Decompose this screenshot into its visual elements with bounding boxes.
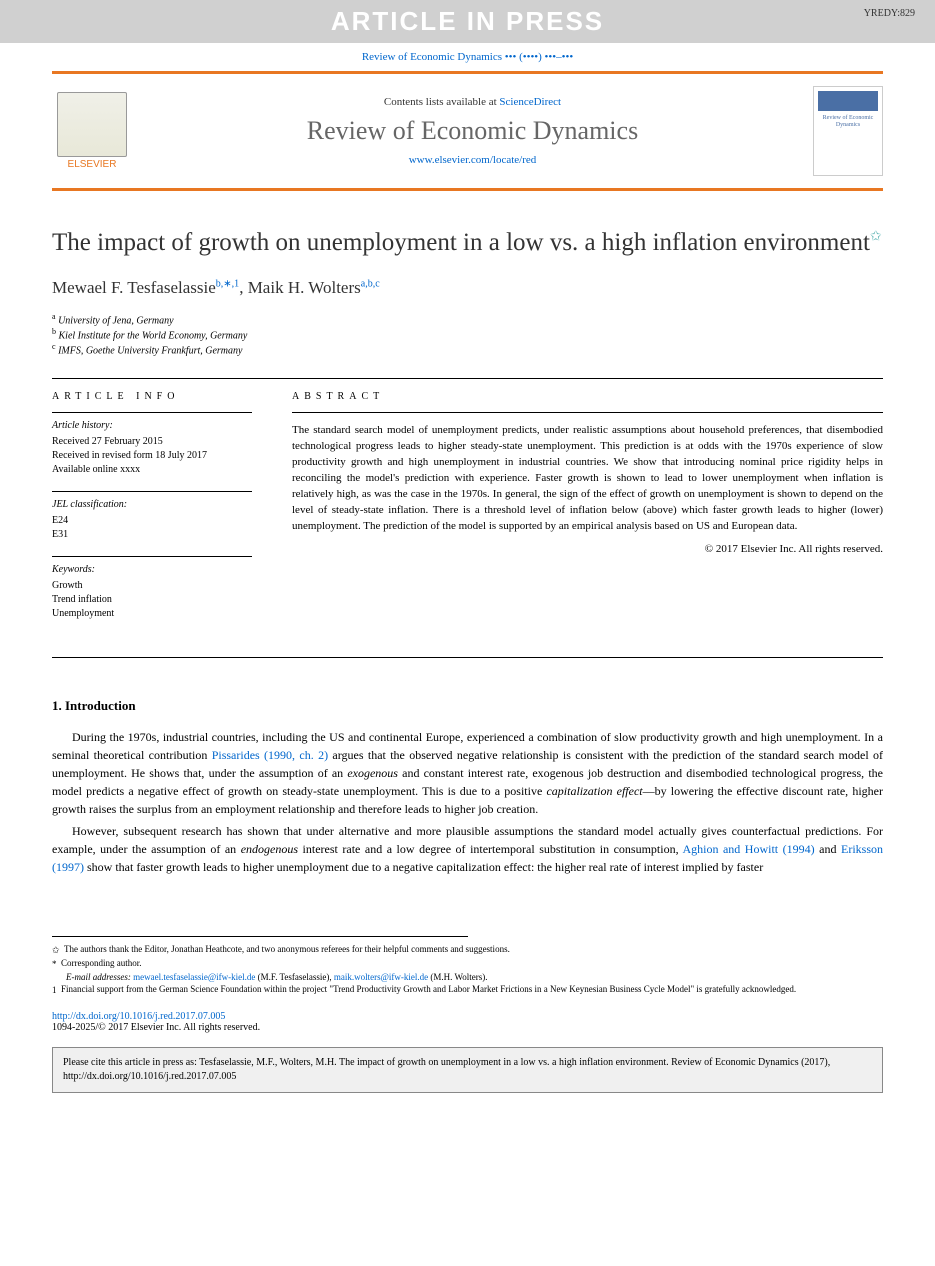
elsevier-tree-icon xyxy=(57,92,127,157)
elsevier-logo: ELSEVIER xyxy=(52,86,132,176)
footnotes-rule xyxy=(52,936,468,943)
authors-line: Mewael F. Tesfaselassieb,∗,1, Maik H. Wo… xyxy=(52,278,883,298)
journal-reference: Review of Economic Dynamics ••• (••••) •… xyxy=(0,43,935,71)
intro-para-2: However, subsequent research has shown t… xyxy=(52,822,883,876)
introduction-section: 1. Introduction During the 1970s, indust… xyxy=(52,698,883,876)
journal-name: Review of Economic Dynamics xyxy=(132,116,813,146)
author-1: Mewael F. Tesfaselassie xyxy=(52,278,216,297)
title-footnote-star: ✩ xyxy=(870,230,882,245)
divider-bottom xyxy=(52,657,883,658)
contents-header: ELSEVIER Contents lists available at Sci… xyxy=(52,74,883,188)
contents-center: Contents lists available at ScienceDirec… xyxy=(132,96,813,166)
affiliations: a University of Jena, Germany b Kiel Ins… xyxy=(52,312,883,357)
email-2-link[interactable]: maik.wolters@ifw-kiel.de xyxy=(334,972,428,982)
abstract-copyright: © 2017 Elsevier Inc. All rights reserved… xyxy=(292,543,883,555)
doi-section: http://dx.doi.org/10.1016/j.red.2017.07.… xyxy=(52,1011,883,1033)
article-info-column: article info Article history: Received 2… xyxy=(52,391,252,635)
intro-para-1: During the 1970s, industrial countries, … xyxy=(52,728,883,818)
sciencedirect-link[interactable]: ScienceDirect xyxy=(499,96,561,108)
author-1-affil: b,∗,1 xyxy=(216,278,239,289)
author-2-affil: a,b,c xyxy=(361,278,380,289)
keywords-block: Keywords: Growth Trend inflation Unemplo… xyxy=(52,556,252,621)
abstract-text: The standard search model of unemploymen… xyxy=(292,423,883,535)
info-abstract-row: article info Article history: Received 2… xyxy=(52,391,883,635)
jel-block: JEL classification: E24 E31 xyxy=(52,491,252,542)
ref-aghion-howitt[interactable]: Aghion and Howitt (1994) xyxy=(682,842,814,856)
elsevier-label: ELSEVIER xyxy=(68,159,117,170)
contents-available: Contents lists available at ScienceDirec… xyxy=(132,96,813,108)
article-info-heading: article info xyxy=(52,391,252,402)
journal-url[interactable]: www.elsevier.com/locate/red xyxy=(132,154,813,166)
abstract-heading: abstract xyxy=(292,391,883,402)
ref-pissarides[interactable]: Pissarides (1990, ch. 2) xyxy=(212,748,328,762)
banner-text: ARTICLE IN PRESS xyxy=(331,6,604,36)
main-content: The impact of growth on unemployment in … xyxy=(52,191,883,1033)
article-history-block: Article history: Received 27 February 20… xyxy=(52,412,252,477)
author-2: Maik H. Wolters xyxy=(248,278,361,297)
divider-top xyxy=(52,378,883,379)
journal-cover-thumbnail: Review of Economic Dynamics xyxy=(813,86,883,176)
header-banner: ARTICLE IN PRESS YREDY:829 xyxy=(0,0,935,43)
intro-heading: 1. Introduction xyxy=(52,698,883,714)
footnotes: ✩ The authors thank the Editor, Jonathan… xyxy=(52,943,883,996)
article-title: The impact of growth on unemployment in … xyxy=(52,227,883,260)
doi-link[interactable]: http://dx.doi.org/10.1016/j.red.2017.07.… xyxy=(52,1011,883,1022)
email-1-link[interactable]: mewael.tesfaselassie@ifw-kiel.de xyxy=(133,972,255,982)
article-code: YREDY:829 xyxy=(864,8,915,19)
issn-copyright: 1094-2025/© 2017 Elsevier Inc. All right… xyxy=(52,1022,883,1033)
citation-box: Please cite this article in press as: Te… xyxy=(52,1047,883,1093)
abstract-column: abstract The standard search model of un… xyxy=(292,391,883,635)
